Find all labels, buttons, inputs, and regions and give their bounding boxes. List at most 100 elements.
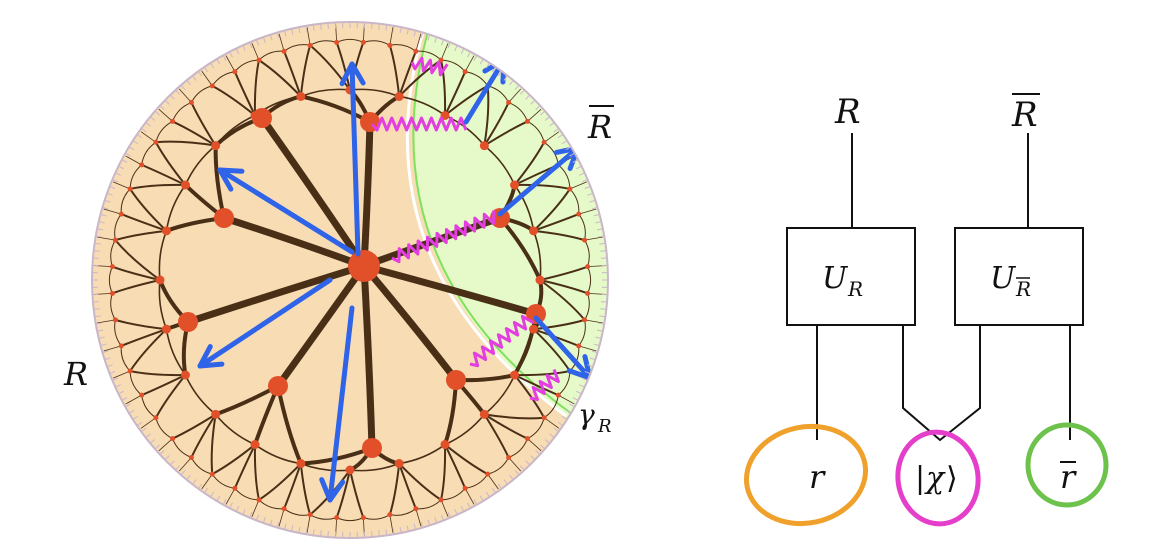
boundary-tick [298, 27, 301, 34]
boundary-tick [598, 322, 605, 325]
tiling-edge [154, 140, 217, 147]
tiling-edge [513, 374, 560, 397]
tiling-node [214, 208, 234, 228]
boundary-tick [149, 116, 156, 121]
tiling-node [153, 139, 159, 145]
boundary-tick [222, 55, 227, 61]
tiling-node [529, 226, 539, 236]
circle-r [743, 423, 869, 527]
bulk-arrow [463, 57, 507, 125]
tiling-node [211, 141, 221, 151]
boundary-tick [514, 470, 520, 476]
boundary-tick [94, 242, 101, 245]
tiling-node [555, 392, 561, 398]
tiling-node [582, 237, 588, 243]
tiling-edge [171, 413, 217, 440]
boundary-tick [503, 479, 508, 485]
boundary-tick [312, 529, 315, 536]
tiling-node [209, 471, 215, 477]
tiling-node [334, 39, 340, 45]
boundary-tick [549, 122, 555, 127]
tiling-edge [335, 41, 351, 91]
tiling-node [180, 370, 190, 380]
circle-rbar [1025, 422, 1109, 508]
boundary-tick [601, 257, 608, 259]
svg-text:χ: χ [924, 461, 946, 496]
boundary-tick [569, 152, 575, 157]
boundary-tick [579, 172, 585, 176]
boundary-tick [584, 185, 591, 190]
top-label-R: R [834, 92, 861, 132]
boundary-tick [581, 179, 588, 183]
boundary-tick [540, 110, 546, 116]
boundary-tick [399, 526, 402, 533]
boundary-tick [242, 509, 246, 515]
boundary-tick [485, 62, 490, 69]
tiling-edge [210, 413, 217, 476]
boundary-tick [169, 94, 175, 100]
boundary-tick [587, 364, 594, 368]
boundary-tick [593, 213, 600, 217]
tiling-edge [114, 318, 168, 331]
tiling-edge [154, 141, 187, 186]
tiling-edge [513, 370, 571, 377]
tiling-edge [513, 183, 571, 190]
boundary-tick [589, 199, 596, 203]
tiling-node [268, 376, 288, 396]
entanglement-spring [469, 314, 535, 368]
boundary-tick [399, 27, 402, 34]
bulk-arrow-head [339, 61, 366, 87]
boundary-tick [565, 409, 572, 414]
circuit-diagram [786, 133, 1084, 442]
tiling-node [394, 459, 404, 469]
boundary-tick [115, 172, 121, 176]
tiling-edge [483, 413, 510, 459]
tiling-edge [171, 120, 217, 147]
tiling-edge [539, 279, 586, 321]
svg-text:r: r [1060, 458, 1077, 496]
boundary-tick [479, 495, 484, 502]
boundary-tick [276, 521, 280, 528]
bulk-arrow-head [217, 167, 245, 192]
boundary-tick [132, 415, 139, 420]
tiling-node [170, 118, 176, 124]
tiling-edge [140, 374, 187, 397]
boundary-tick [599, 242, 606, 245]
boundary-tick [291, 28, 294, 35]
boundary-tick [262, 36, 266, 43]
entanglement-spring [391, 210, 496, 264]
boundary-tick [125, 403, 131, 408]
tiling-node [118, 211, 124, 217]
tiling-node [576, 211, 582, 217]
tiling-node [585, 264, 591, 270]
svg-text:R: R [847, 277, 863, 301]
tiling-node [362, 438, 382, 458]
tiling-edge [190, 101, 217, 147]
tiling-node [541, 415, 547, 421]
tiling-node [535, 275, 545, 285]
boundary-tick [104, 199, 111, 203]
boundary-tick [136, 421, 143, 427]
boundary-tick [434, 36, 438, 43]
boundary-tick [118, 165, 125, 170]
boundary-tick [106, 364, 113, 368]
boundary-tick [593, 343, 600, 347]
boundary-tick [454, 509, 458, 515]
tiling-node [232, 69, 238, 75]
boundary-tick [581, 377, 588, 381]
tiling-node [178, 312, 198, 332]
boundary-tick [327, 531, 329, 538]
tiling-node [170, 436, 176, 442]
tiling-edge [360, 262, 460, 384]
boundary-tick [557, 421, 564, 427]
boundary-tick [93, 250, 100, 252]
boundary-tick [557, 133, 564, 139]
boundary-tick [92, 301, 99, 303]
tiling-node [360, 515, 366, 521]
tiling-node [256, 497, 262, 503]
tiling-edge [283, 50, 302, 98]
tiling-node [345, 465, 355, 475]
tiling-node [118, 343, 124, 349]
boundary-tick [118, 390, 125, 395]
svg-text:R: R [597, 416, 612, 437]
